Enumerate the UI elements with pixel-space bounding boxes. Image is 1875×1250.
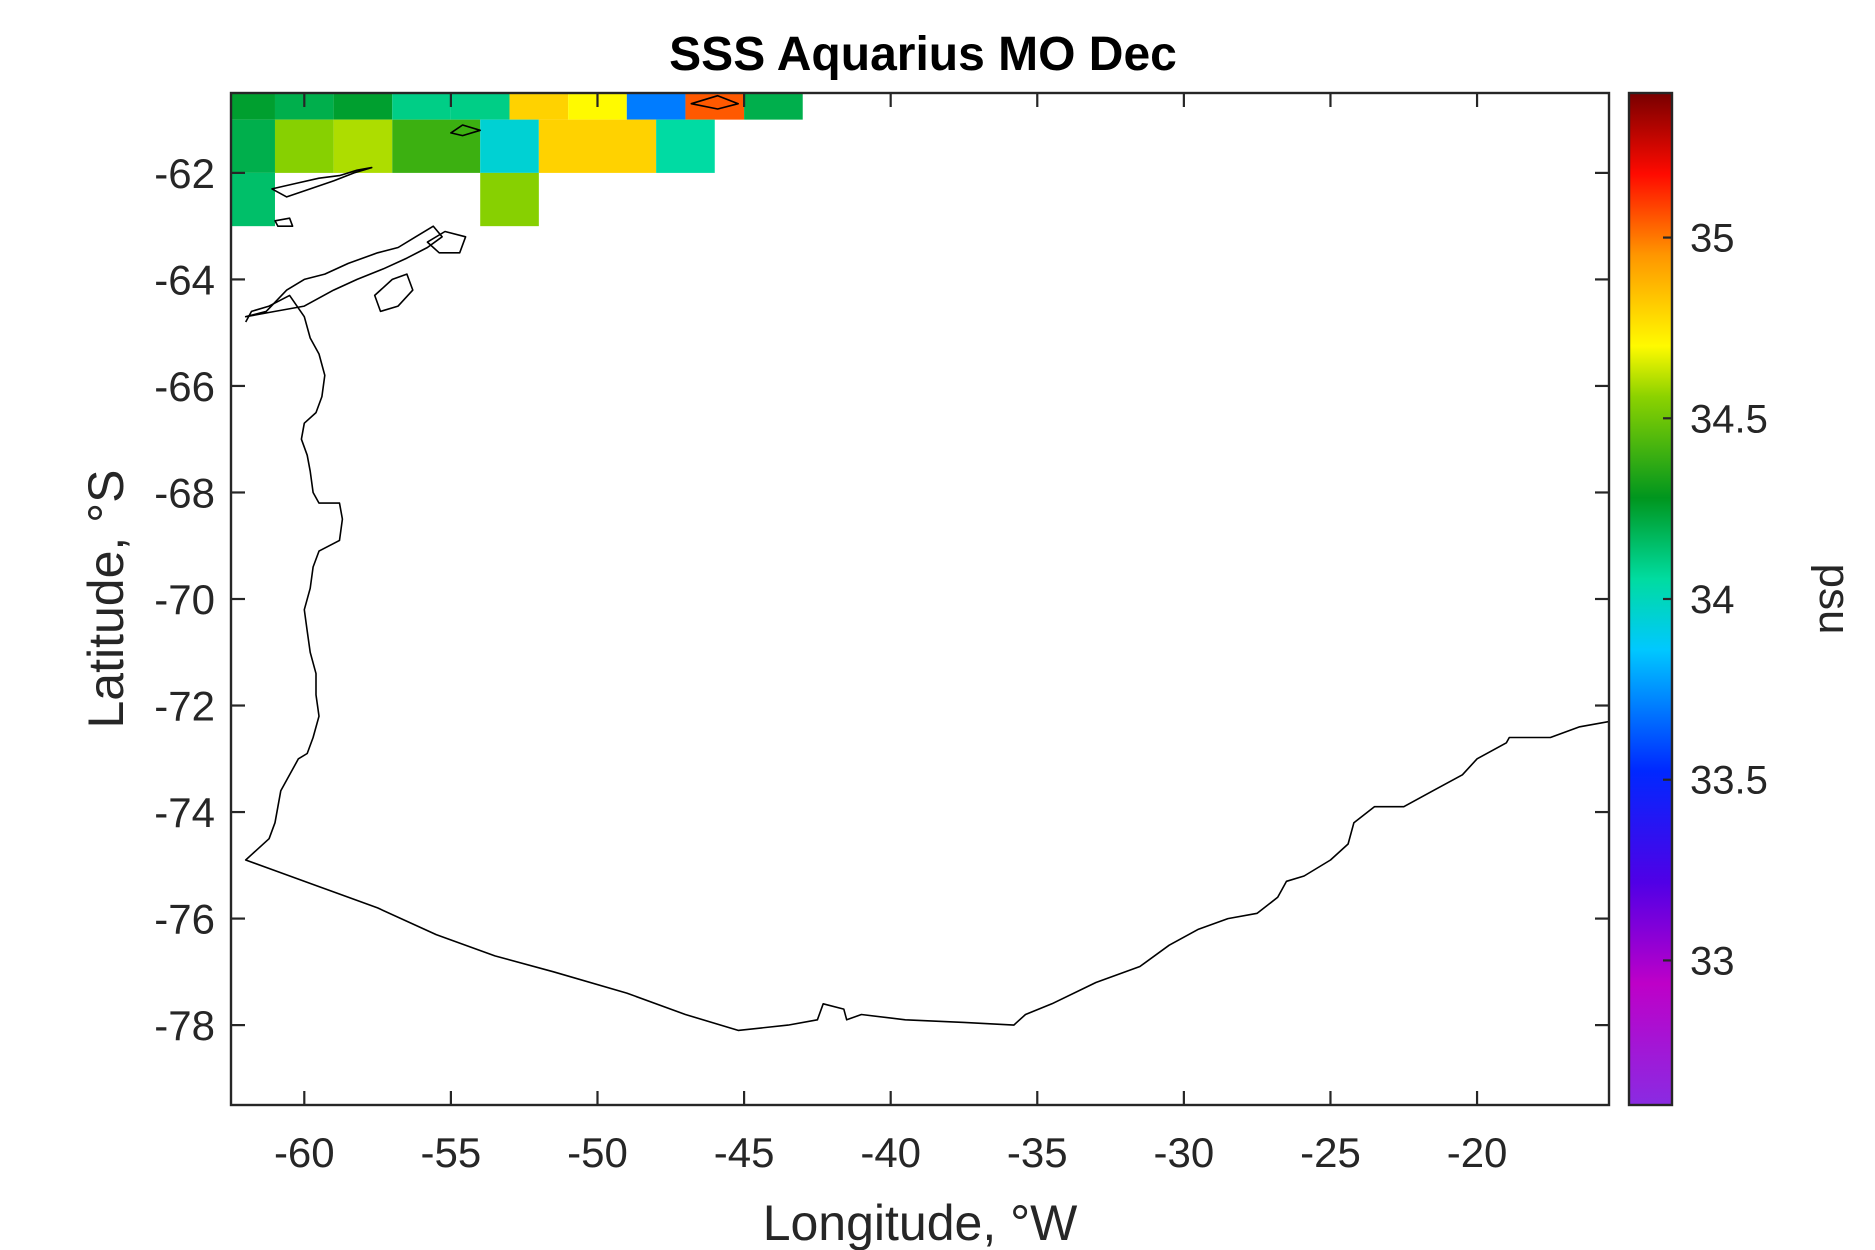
x-tick-label: -35 xyxy=(1007,1129,1068,1176)
x-tick-label: -30 xyxy=(1154,1129,1215,1176)
colorbar-tick-label: 34.5 xyxy=(1690,397,1768,441)
sss-cell xyxy=(231,172,275,227)
x-tick-label: -50 xyxy=(567,1129,628,1176)
sss-cell xyxy=(744,93,803,120)
y-tick-label: -78 xyxy=(154,1002,215,1049)
sss-cell xyxy=(392,93,451,120)
sss-cell xyxy=(392,119,481,173)
y-tick-label: -68 xyxy=(154,469,215,516)
coastline xyxy=(244,94,1609,1032)
x-tick-label: -45 xyxy=(714,1129,775,1176)
sss-cell xyxy=(231,119,275,173)
sss-cells xyxy=(231,93,803,227)
y-axis-label: Latitude, °S xyxy=(78,469,134,728)
sss-cell xyxy=(685,93,745,120)
colorbar-tick-label: 34 xyxy=(1690,578,1735,622)
sss-cell xyxy=(333,93,393,120)
sss-cell xyxy=(274,119,334,173)
island-outline xyxy=(274,217,294,227)
antarctic-coastline xyxy=(244,294,1609,1032)
x-axis-label: Longitude, °W xyxy=(763,1195,1078,1250)
colorbar-tick-label: 35 xyxy=(1690,217,1735,261)
sss-cell xyxy=(626,93,686,120)
x-tick-label: -60 xyxy=(274,1129,335,1176)
sss-cell xyxy=(480,119,539,173)
sss-cell xyxy=(656,119,715,173)
island-outline xyxy=(244,225,443,318)
x-tick-label: -20 xyxy=(1447,1129,1508,1176)
x-tick-label: -55 xyxy=(421,1129,482,1176)
island-outline xyxy=(373,273,414,313)
sss-cell xyxy=(333,119,393,173)
y-tick-label: -76 xyxy=(154,896,215,943)
y-tick-label: -66 xyxy=(154,363,215,410)
island-outline xyxy=(690,94,739,110)
y-tick-label: -74 xyxy=(154,789,215,836)
colorbar: 33 33.5 34 34.5 35 psu xyxy=(1627,91,1859,1107)
colorbar-ticks: 33 33.5 34 34.5 35 xyxy=(1663,217,1768,983)
x-tick-label: -25 xyxy=(1300,1129,1361,1176)
colorbar-tick-label: 33 xyxy=(1690,939,1735,983)
x-tick-label: -40 xyxy=(860,1129,921,1176)
plot-area: -60 -55 -50 -45 -40 -35 -30 -25 -20 -78 -76 -74 -72… xyxy=(154,91,1611,1176)
sss-cell xyxy=(480,172,539,227)
colorbar-tick-label: 33.5 xyxy=(1690,759,1768,803)
y-tick-label: -72 xyxy=(154,683,215,730)
colorbar-label: psu xyxy=(1810,564,1859,635)
plot-background xyxy=(231,93,1609,1105)
x-axis-ticks: -60 -55 -50 -45 -40 -35 -30 -25 -20 xyxy=(274,93,1507,1176)
island-outline xyxy=(426,230,467,254)
chart-title: SSS Aquarius MO Dec xyxy=(669,28,1177,81)
sss-cell xyxy=(450,93,510,120)
island-outline xyxy=(271,166,373,198)
sss-cell xyxy=(509,93,569,120)
y-axis-ticks: -78 -76 -74 -72 -70 -68 -66 -64 -62 xyxy=(154,150,1609,1049)
y-tick-label: -64 xyxy=(154,256,215,303)
island-outline xyxy=(450,124,481,137)
sss-cell xyxy=(538,119,657,173)
sss-cell xyxy=(231,93,275,120)
y-tick-label: -70 xyxy=(154,576,215,623)
y-tick-label: -62 xyxy=(154,150,215,197)
